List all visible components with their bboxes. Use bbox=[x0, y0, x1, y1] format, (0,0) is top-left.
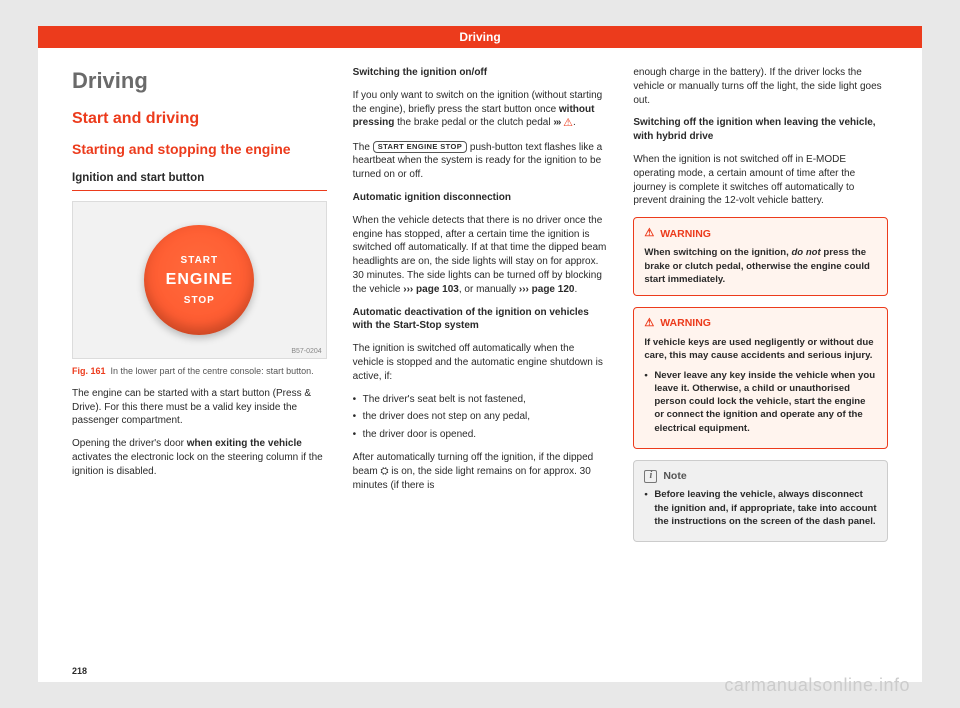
subheading: Automatic deactivation of the ignition o… bbox=[353, 306, 608, 334]
section-heading: Start and driving bbox=[72, 108, 327, 130]
watermark: carmanualsonline.info bbox=[724, 675, 910, 696]
warning-title: ⚠ WARNING bbox=[644, 226, 877, 241]
warning-triangle-icon: ⚠ bbox=[644, 226, 654, 241]
content-columns: Driving Start and driving Starting and s… bbox=[72, 66, 888, 660]
column-3: enough charge in the battery). If the dr… bbox=[633, 66, 888, 660]
button-text-engine: ENGINE bbox=[166, 269, 233, 291]
warning-triangle-icon: ⚠ bbox=[644, 316, 654, 331]
paragraph: After automatically turning off the igni… bbox=[353, 451, 608, 492]
figure-caption-text: In the lower part of the centre console:… bbox=[111, 366, 314, 376]
start-engine-stop-button-graphic: START ENGINE STOP bbox=[144, 225, 254, 335]
figure-number: Fig. 161 bbox=[72, 366, 106, 376]
manual-page: Driving Driving Start and driving Starti… bbox=[38, 26, 922, 682]
paragraph: The ignition is switched off automatical… bbox=[353, 342, 608, 383]
paragraph: The engine can be started with a start b… bbox=[72, 387, 327, 428]
bullet-list: The driver's seat belt is not fastened, … bbox=[353, 393, 608, 442]
button-text-stop: STOP bbox=[184, 294, 215, 308]
list-item: Never leave any key inside the vehicle w… bbox=[644, 369, 877, 435]
subsection-heading: Starting and stopping the engine bbox=[72, 140, 327, 158]
crossref-link: ››› page 103 bbox=[403, 284, 459, 295]
figure-start-button: START ENGINE STOP B57-0204 bbox=[72, 201, 327, 359]
warning-body: When switching on the ignition, do not p… bbox=[644, 246, 877, 286]
list-item: The driver's seat belt is not fastened, bbox=[353, 393, 608, 407]
paragraph: When the vehicle detects that there is n… bbox=[353, 214, 608, 297]
paragraph: The START ENGINE STOP push-button text f… bbox=[353, 141, 608, 182]
note-title: i Note bbox=[644, 469, 877, 483]
page-header: Driving bbox=[38, 26, 922, 48]
column-1: Driving Start and driving Starting and s… bbox=[72, 66, 327, 660]
paragraph: When the ignition is not switched off in… bbox=[633, 153, 888, 208]
paragraph: enough charge in the battery). If the dr… bbox=[633, 66, 888, 107]
topic-rule bbox=[72, 190, 327, 191]
warning-title: ⚠ WARNING bbox=[644, 316, 877, 331]
page-number: 218 bbox=[72, 666, 87, 676]
button-text-start: START bbox=[181, 254, 219, 268]
warning-body: If vehicle keys are used negligently or … bbox=[644, 336, 877, 362]
crossref-link: ››› page 120 bbox=[519, 284, 575, 295]
subheading: Switching the ignition on/off bbox=[353, 66, 608, 80]
warning-box: ⚠ WARNING When switching on the ignition… bbox=[633, 217, 888, 296]
figure-code: B57-0204 bbox=[291, 347, 321, 357]
warning-box: ⚠ WARNING If vehicle keys are used negli… bbox=[633, 307, 888, 449]
list-item: the driver door is opened. bbox=[353, 428, 608, 442]
page-title: Driving bbox=[72, 66, 327, 96]
crossref-arrows: ››› bbox=[553, 117, 560, 128]
subheading: Switching off the ignition when leaving … bbox=[633, 116, 888, 144]
start-engine-stop-pill: START ENGINE STOP bbox=[373, 141, 467, 153]
note-bullet-list: Before leaving the vehicle, always disco… bbox=[644, 488, 877, 528]
column-2: Switching the ignition on/off If you onl… bbox=[353, 66, 608, 660]
info-icon: i bbox=[644, 470, 657, 483]
figure-caption: Fig. 161 In the lower part of the centre… bbox=[72, 365, 327, 377]
warning-triangle-icon: ⚠ bbox=[563, 116, 573, 131]
warning-bullet-list: Never leave any key inside the vehicle w… bbox=[644, 369, 877, 435]
topic-heading: Ignition and start button bbox=[72, 171, 327, 187]
paragraph: If you only want to switch on the igniti… bbox=[353, 89, 608, 132]
paragraph: Opening the driver's door when exiting t… bbox=[72, 437, 327, 478]
note-box: i Note Before leaving the vehicle, alway… bbox=[633, 460, 888, 542]
subheading: Automatic ignition disconnection bbox=[353, 191, 608, 205]
list-item: Before leaving the vehicle, always disco… bbox=[644, 488, 877, 528]
dipped-beam-icon: ⛭ bbox=[380, 466, 388, 477]
list-item: the driver does not step on any pedal, bbox=[353, 410, 608, 424]
